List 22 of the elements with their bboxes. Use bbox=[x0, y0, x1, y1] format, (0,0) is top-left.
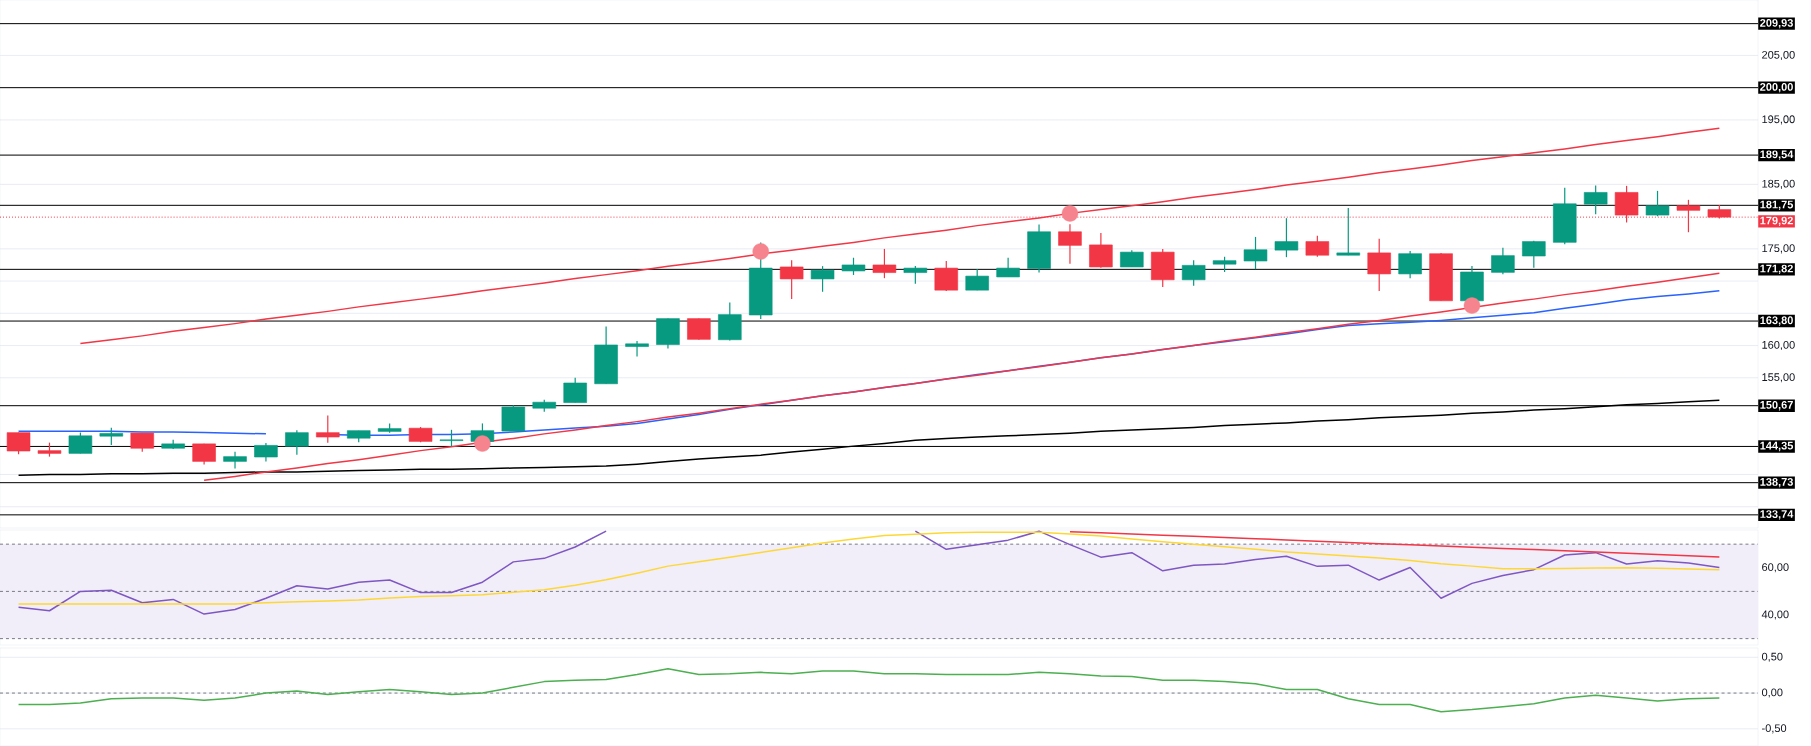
ref-line-label: 179,92 bbox=[1760, 216, 1793, 227]
ref-line-label: 133,74 bbox=[1760, 510, 1794, 520]
ref-line-label: 189,54 bbox=[1760, 150, 1794, 160]
y-tick-label: 0,00 bbox=[1761, 688, 1783, 698]
y-tick-label: 185,00 bbox=[1762, 179, 1795, 189]
y-tick-label: 175,00 bbox=[1762, 244, 1795, 254]
y-tick-label: -0,50 bbox=[1762, 724, 1787, 734]
ref-line-label: 150,67 bbox=[1760, 401, 1793, 411]
ref-line-label: 200,00 bbox=[1760, 82, 1793, 93]
ref-line-label: 209,93 bbox=[1760, 18, 1793, 29]
ref-line-label: 163,80 bbox=[1760, 316, 1793, 326]
y-tick-label: 40,00 bbox=[1761, 610, 1789, 620]
y-tick-label: 160,00 bbox=[1762, 341, 1795, 351]
y-tick-label: 155,00 bbox=[1762, 373, 1795, 383]
y-tick-label: 205,00 bbox=[1762, 50, 1795, 60]
ref-line-label: 138,73 bbox=[1760, 477, 1793, 488]
ref-line-label: 181,75 bbox=[1760, 200, 1794, 211]
y-tick-label: 195,00 bbox=[1762, 115, 1795, 125]
ref-line-label: 171,82 bbox=[1760, 264, 1793, 275]
y-tick-label: 60,00 bbox=[1762, 563, 1789, 573]
ref-line-label: 144,35 bbox=[1760, 441, 1794, 452]
y-tick-label: 0,50 bbox=[1761, 652, 1783, 662]
